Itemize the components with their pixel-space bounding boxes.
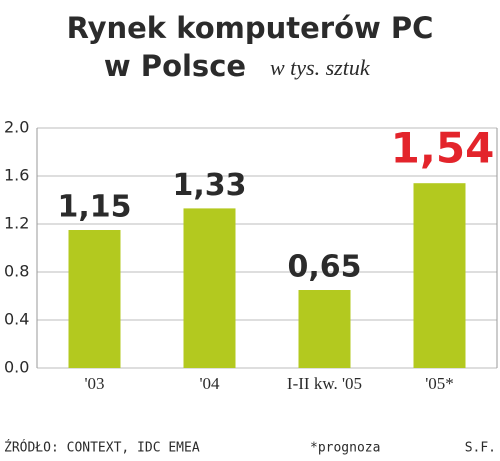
note: *prognoza	[310, 441, 380, 456]
bar	[298, 290, 351, 368]
x-tick-label: '03	[84, 374, 104, 393]
value-label: 1,33	[172, 168, 246, 203]
x-tick-label: '04	[199, 374, 220, 393]
subtitle: w tys. sztuk	[270, 55, 371, 80]
value-label: 1,54	[391, 124, 495, 173]
value-label: 1,15	[57, 190, 131, 225]
source: ŹRÓDŁO: CONTEXT, IDC EMEA	[4, 440, 200, 456]
x-tick-label: '05*	[425, 374, 454, 393]
y-tick-label: 0.8	[4, 262, 29, 281]
x-tick-label: I-II kw. '05	[287, 374, 362, 393]
credit: S.F.	[465, 441, 496, 456]
bar	[68, 230, 121, 368]
y-tick-label: 0.4	[4, 310, 29, 329]
value-label: 0,65	[287, 250, 361, 285]
bar	[413, 183, 466, 368]
y-tick-label: 2.0	[4, 118, 29, 137]
y-tick-label: 0.0	[4, 358, 29, 377]
chart-title: Rynek komputerów PC	[67, 11, 434, 45]
bar	[183, 208, 236, 368]
y-tick-label: 1.2	[4, 214, 29, 233]
y-tick-label: 1.6	[4, 166, 29, 185]
chart-title: w Polsce	[104, 49, 246, 83]
